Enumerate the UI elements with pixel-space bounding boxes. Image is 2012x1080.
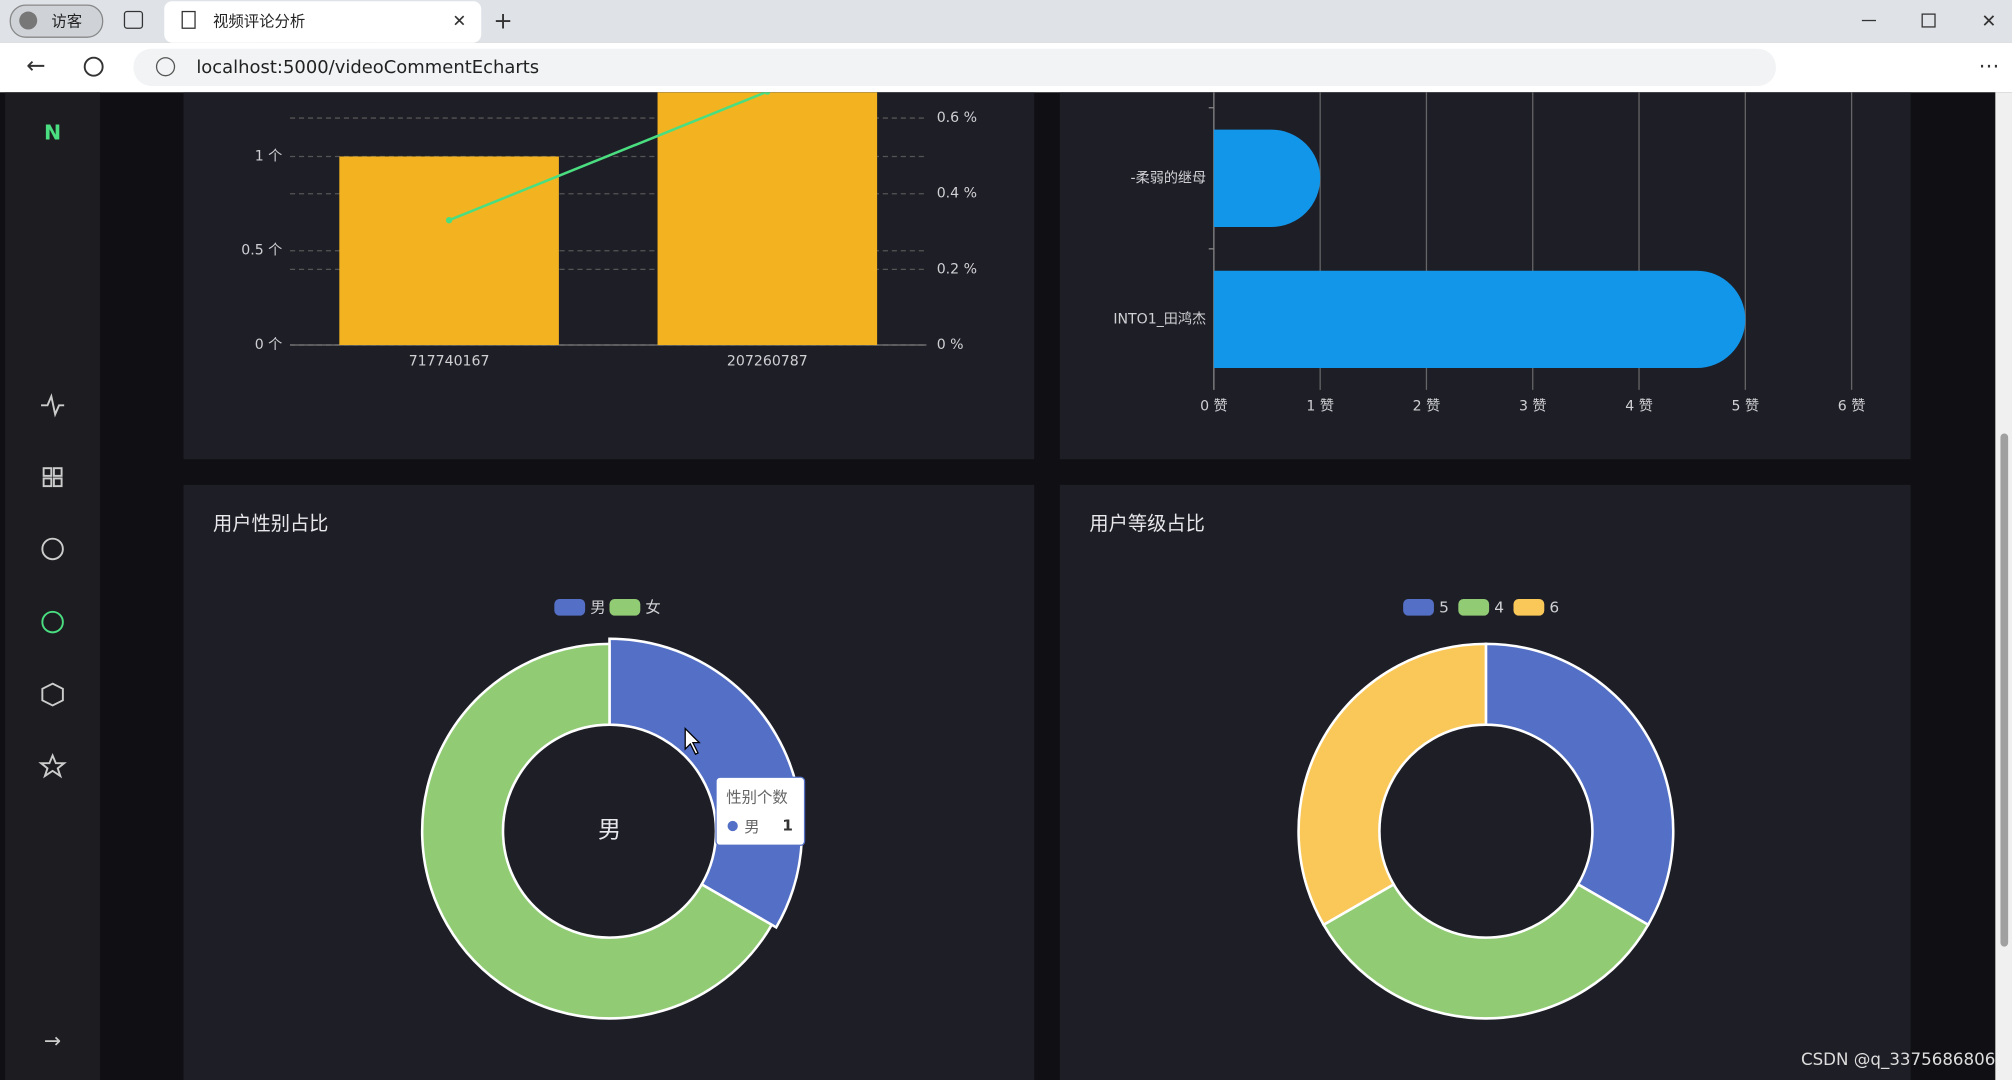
x-tick-label: 1 赞 (1306, 399, 1334, 415)
new-tab[interactable]: + (493, 8, 512, 34)
profile-label: 访客 (51, 12, 82, 30)
url: localhost:5000/videoCommentEcharts (196, 57, 539, 78)
tooltip-dot (727, 820, 738, 832)
collapse-button[interactable]: → (44, 1029, 61, 1053)
bar (339, 156, 559, 346)
tooltip (715, 776, 806, 846)
bar (657, 92, 878, 346)
back-button[interactable]: ← (26, 53, 45, 79)
nav-icon[interactable] (41, 537, 64, 561)
x-tick-label: 4 赞 (1625, 399, 1653, 415)
legend-swatch (1458, 599, 1490, 616)
legend-swatch (609, 599, 641, 616)
donut-segment (1484, 642, 1675, 927)
line-point (445, 217, 453, 224)
x-tick-label: 5 赞 (1732, 399, 1760, 415)
profile-icon (19, 11, 38, 30)
legend-swatch (1513, 599, 1545, 616)
y-tick-label: 0 个 (255, 337, 283, 353)
reload-button[interactable] (83, 56, 104, 77)
cursor (684, 727, 701, 756)
legend-label: 男 (590, 598, 605, 616)
profile-button[interactable] (9, 4, 104, 38)
site-info[interactable] (155, 57, 176, 77)
nav-icon[interactable] (41, 682, 64, 707)
y2-tick-label: 0.4 % (937, 186, 977, 202)
legend-label: 5 (1439, 598, 1449, 616)
nav-icon[interactable] (41, 393, 65, 418)
tooltip-title: 性别个数 (726, 788, 788, 806)
x-tick-label: 717740167 (409, 354, 490, 370)
legend-label: 4 (1494, 598, 1504, 616)
menu-button[interactable]: ⋯ (1979, 54, 2000, 78)
donut-segment (420, 642, 774, 1020)
legend-label: 6 (1549, 598, 1559, 616)
line-point (764, 92, 771, 95)
y2-tick-label: 0.6 % (937, 110, 977, 126)
line (448, 92, 768, 222)
active-tab[interactable] (164, 1, 482, 43)
card-title: 用户性别占比 (213, 512, 328, 535)
card (183, 92, 1035, 460)
charts: 0 个 0.5 个 1 个 0 % 0.2 % 0.4 % 0.6 % 717740167 20… (213, 92, 1866, 1020)
x-tick-label: 3 赞 (1519, 399, 1547, 415)
y-tick-label: 1 个 (255, 148, 283, 164)
restore[interactable] (1921, 13, 1936, 28)
y-tick-label: 0.5 个 (241, 243, 282, 259)
card-title: 用户等级占比 (1089, 512, 1204, 535)
tab-icon (181, 10, 196, 29)
tab-close[interactable]: ✕ (452, 11, 466, 30)
nav-icon[interactable] (42, 467, 63, 488)
center-label: 男 (598, 818, 621, 844)
tooltip-value: 1 (782, 817, 793, 835)
watermark: CSDN @q_3375686806 (1801, 1050, 1995, 1070)
y2-tick-label: 0 % (937, 337, 964, 353)
x-tick-label: 6 赞 (1838, 399, 1866, 415)
donut-segment (1321, 882, 1650, 1020)
legend-swatch (554, 599, 586, 616)
legend-swatch (1403, 599, 1434, 616)
tooltip-label: 男 (744, 818, 759, 836)
tab-actions[interactable] (123, 10, 144, 29)
x-tick-label: 0 赞 (1200, 399, 1228, 415)
nav-icon-active[interactable] (41, 610, 64, 634)
nav-icon[interactable] (38, 752, 67, 779)
sidebar-logo: N (44, 120, 61, 144)
donut-segment (1297, 642, 1488, 927)
x-tick-label: 207260787 (727, 354, 808, 370)
tab-title: 视频评论分析 (213, 12, 305, 30)
bar (1213, 129, 1321, 227)
close-window[interactable]: ✕ (1981, 11, 1996, 32)
url-field[interactable] (133, 48, 1776, 86)
scrollbar-thumb[interactable] (2000, 433, 2009, 947)
y-tick-label: -柔弱的继母 (1131, 170, 1207, 186)
legend-label: 女 (645, 597, 660, 616)
donut-segment (608, 637, 804, 930)
y2-tick-label: 0.2 % (937, 261, 977, 277)
bar (1213, 270, 1746, 369)
y-tick-label: INTO1_田鸿杰 (1113, 310, 1206, 327)
sidebar (5, 92, 101, 1080)
x-tick-label: 2 赞 (1413, 399, 1441, 415)
